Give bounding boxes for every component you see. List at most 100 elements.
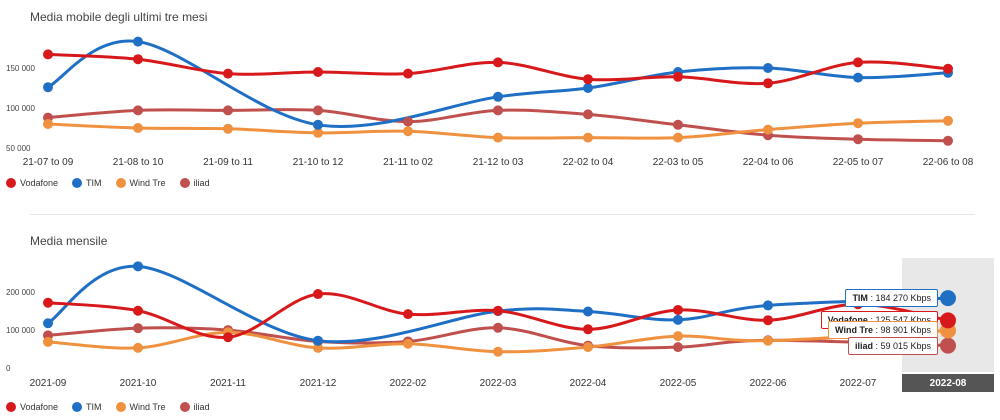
legend-item-tim[interactable]: TIM [72, 402, 102, 412]
data-point [43, 336, 53, 347]
legend-dot-vodafone [6, 178, 16, 188]
data-point [133, 54, 143, 65]
x-tick-label: 2022-03 [480, 378, 517, 389]
legend-item-iliad[interactable]: iliad [179, 402, 210, 412]
data-point [853, 118, 863, 129]
data-point [853, 134, 863, 145]
legend-item-iliad[interactable]: iliad [179, 178, 210, 188]
data-point [133, 105, 143, 116]
legend-label: TIM [86, 402, 102, 412]
data-point [403, 126, 413, 137]
tooltip-value: : 59 015 Kbps [872, 340, 931, 351]
data-point [493, 57, 503, 68]
tooltip-value: : 125 547 Kbps [867, 315, 931, 326]
data-point [43, 82, 53, 93]
data-point [583, 324, 593, 335]
data-point [583, 109, 593, 120]
legend-item-vodafone[interactable]: Vodafone [6, 178, 58, 188]
data-point [403, 116, 413, 127]
x-tick-label: 2021-09 [30, 378, 67, 389]
tooltip-value: : 184 270 Kbps [867, 293, 931, 304]
data-point [583, 306, 593, 317]
x-tick-label: 2021-12 [300, 378, 337, 389]
legend-item-vodafone[interactable]: Vodafone [6, 402, 58, 412]
tooltip-value: : 98 901 Kbps [872, 325, 931, 336]
legend-label: iliad [193, 178, 210, 188]
legend-label: TIM [86, 178, 102, 188]
legend-dot-windtre [115, 178, 126, 188]
tooltip-series-name: TIM [852, 293, 868, 304]
legend-dot-tim [72, 178, 83, 188]
data-point [223, 332, 233, 343]
x-tick-label: 21-09 to 11 [203, 157, 253, 168]
data-point [223, 68, 233, 79]
x-tick-label: 2022-07 [840, 378, 877, 389]
data-point [43, 119, 53, 129]
data-point [673, 132, 683, 143]
data-point [493, 132, 503, 143]
data-point [133, 261, 143, 272]
x-tick-label: 22-02 to 04 [563, 157, 614, 168]
data-point [493, 346, 503, 357]
highlight-tick-bg [902, 374, 994, 392]
legend-rolling: Vodafone TIM Wind Tre iliad [6, 178, 210, 188]
x-tick-label: 21-12 to 03 [473, 157, 524, 168]
x-tick-label: 21-07 to 09 [23, 157, 74, 168]
data-point [940, 337, 956, 354]
data-point [583, 83, 593, 93]
legend-dot-windtre [115, 402, 126, 412]
x-tick-label: 22-03 to 05 [653, 157, 704, 168]
y-tick-label: 50 000 [6, 144, 31, 153]
legend-item-windtre[interactable]: Wind Tre [115, 402, 166, 412]
data-point [133, 123, 143, 133]
y-tick-label: 150 000 [6, 64, 35, 73]
data-point [223, 123, 233, 134]
data-point [673, 331, 683, 342]
data-point [493, 105, 503, 116]
data-point [313, 105, 323, 116]
tooltip-series-name: Vodafone [827, 315, 868, 326]
x-tick-label: 21-11 to 02 [383, 157, 433, 168]
data-point [493, 91, 503, 102]
tooltip-iliad: iliad : 59 015 Kbps [847, 336, 938, 355]
legend-label: Vodafone [20, 178, 59, 188]
legend-item-windtre[interactable]: Wind Tre [115, 178, 166, 188]
data-point [943, 115, 953, 126]
data-point [853, 57, 863, 68]
x-tick-label: 22-05 to 07 [833, 157, 884, 168]
legend-monthly: Vodafone TIM Wind Tre iliad [6, 402, 210, 412]
legend-label: Wind Tre [129, 402, 166, 412]
x-tick-label: 21-08 to 10 [113, 157, 164, 168]
data-point [763, 315, 773, 326]
data-point [403, 68, 413, 79]
data-point [313, 335, 323, 346]
data-point [43, 318, 53, 329]
tooltip-series-name: iliad [854, 340, 873, 351]
data-point [763, 300, 773, 311]
data-point [763, 124, 773, 135]
x-tick-label: 22-06 to 08 [923, 157, 974, 168]
series-line-windtre [46, 328, 950, 354]
data-point [853, 72, 863, 83]
data-point [313, 67, 323, 77]
data-point [43, 297, 53, 308]
chart-title-rolling: Media mobile degli ultimi tre mesi [30, 10, 208, 24]
legend-dot-iliad [179, 178, 190, 188]
x-tick-label: 2022-05 [660, 378, 697, 389]
data-point [133, 36, 143, 47]
data-point [673, 314, 683, 325]
data-point [673, 304, 683, 315]
legend-label: iliad [193, 402, 210, 412]
data-point [403, 338, 413, 349]
data-point [763, 63, 773, 73]
data-point [493, 322, 503, 333]
data-point [403, 309, 413, 320]
data-point [940, 312, 956, 329]
x-tick-label: 2021-10 [120, 378, 157, 389]
chart-title-monthly: Media mensile [30, 234, 108, 248]
y-tick-label: 100 000 [6, 326, 35, 335]
legend-dot-iliad [179, 402, 190, 412]
data-point [673, 71, 683, 82]
legend-item-tim[interactable]: TIM [72, 178, 102, 188]
